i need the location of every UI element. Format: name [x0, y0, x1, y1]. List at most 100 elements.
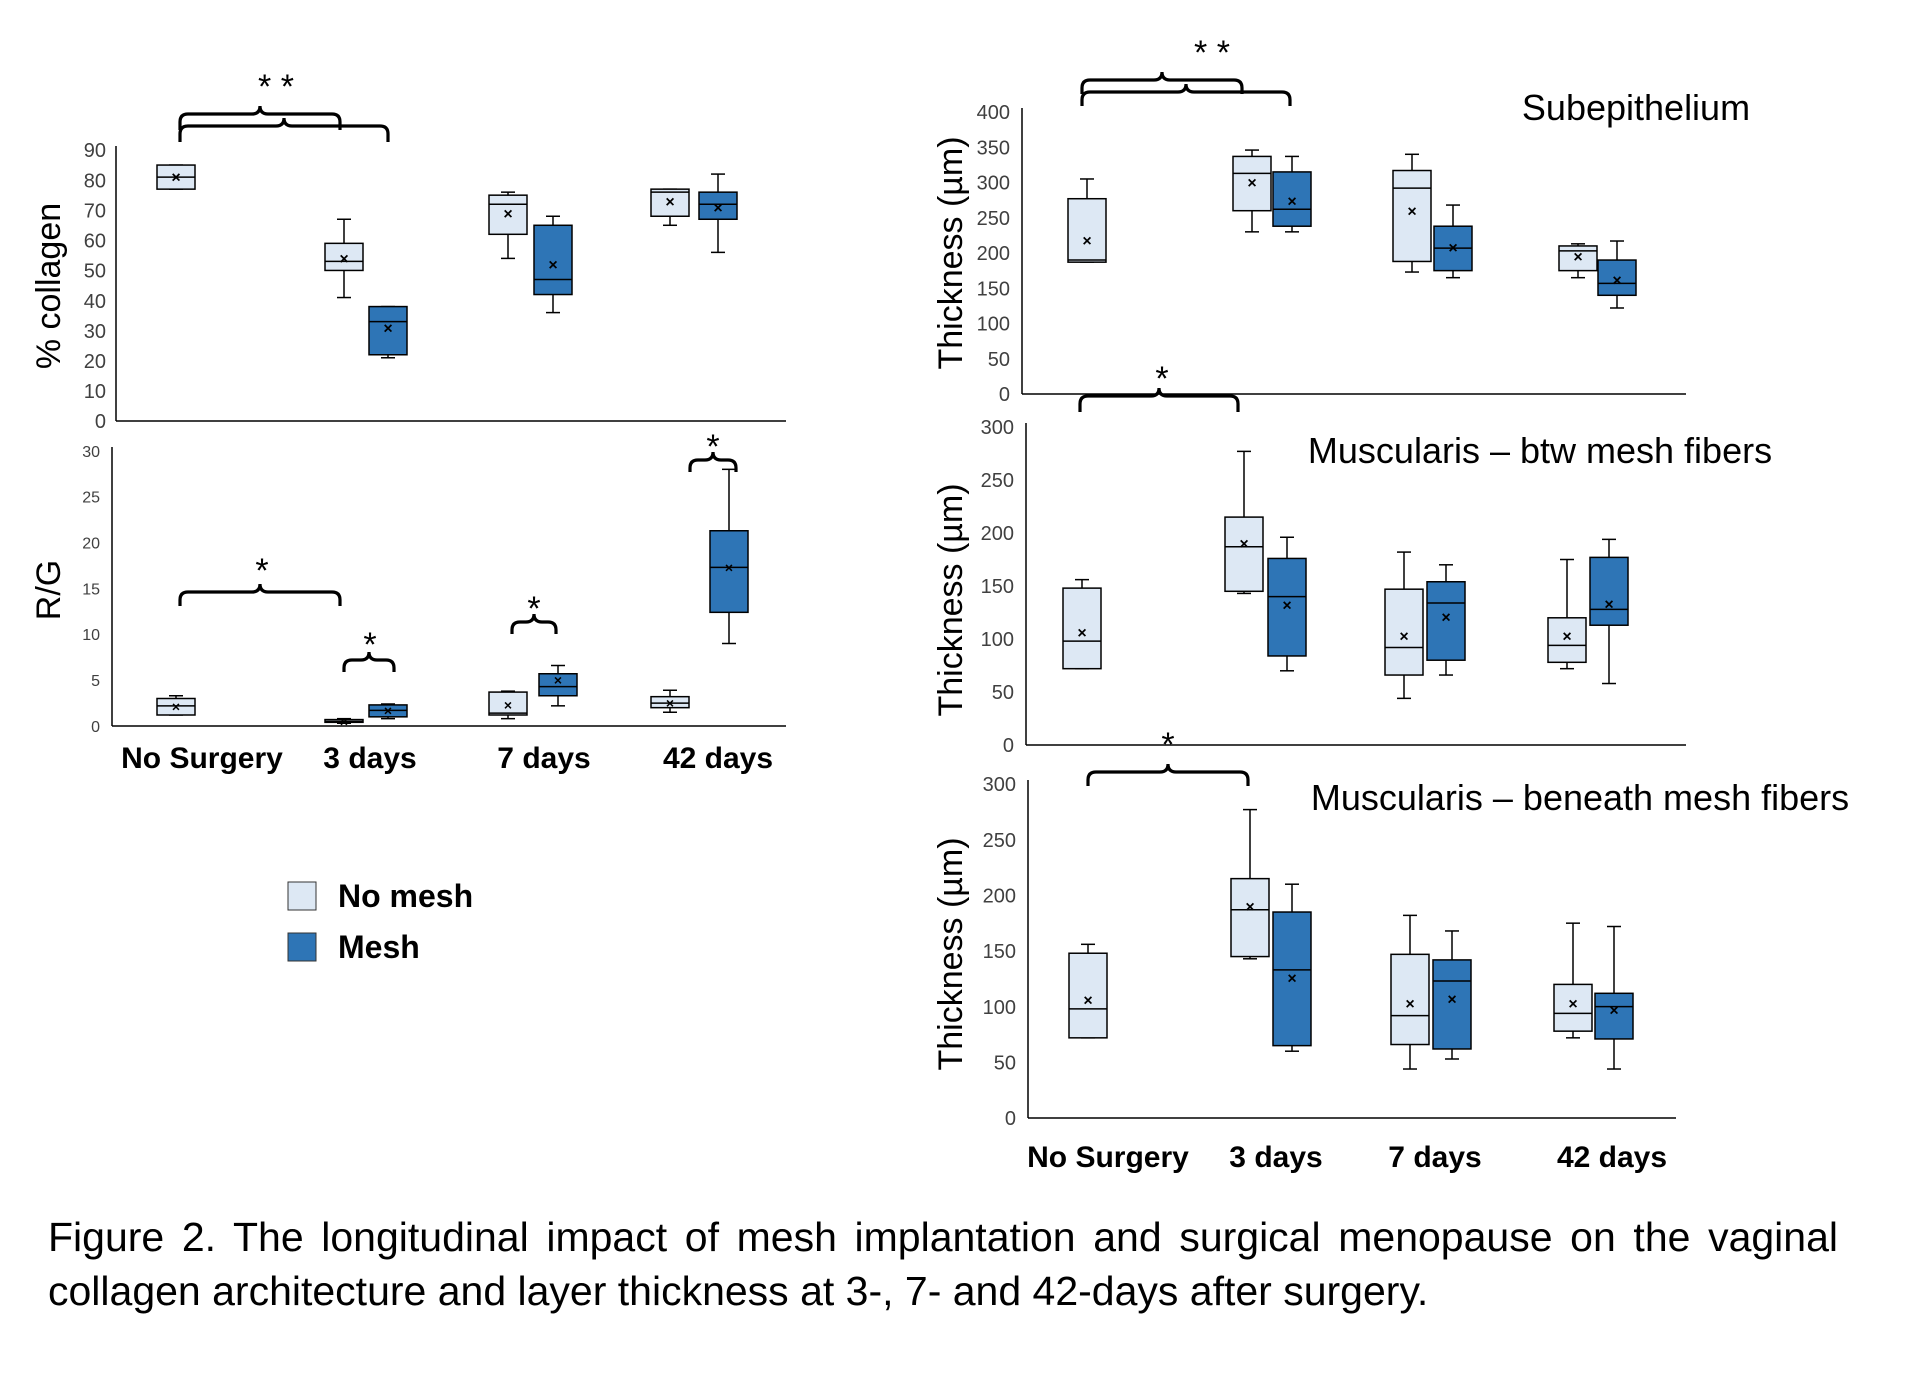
chart-title: Subepithelium [1522, 87, 1750, 128]
mean-marker: × [340, 713, 348, 729]
box-mesh-3-days: × [1272, 883, 1312, 1052]
y-tick-label: 20 [84, 351, 106, 373]
significance-bracket [1080, 71, 1244, 94]
y-axis-label: R/G [30, 560, 68, 620]
y-tick-label: 200 [977, 243, 1010, 265]
mean-marker: × [1612, 272, 1621, 289]
mean-marker: × [1287, 970, 1296, 987]
y-tick-label: 150 [977, 278, 1010, 300]
y-tick-label: 25 [82, 490, 100, 507]
box-mesh-42-days: × [1589, 538, 1629, 685]
mean-marker: × [1282, 598, 1291, 615]
legend-label-no-mesh: No mesh [338, 878, 473, 914]
chart-title: Muscularis – btw mesh fibers [1308, 430, 1772, 471]
y-tick-label: 0 [91, 719, 100, 736]
y-tick-label: 200 [983, 886, 1016, 908]
box-iqr [698, 191, 738, 221]
box-iqr [1068, 952, 1108, 1039]
mean-marker: × [1609, 1003, 1618, 1020]
mean-marker: × [171, 170, 180, 187]
box-no-mesh-7-days: × [1392, 153, 1432, 273]
y-tick-label: 250 [977, 208, 1010, 230]
box-iqr [1230, 877, 1270, 958]
x-tick-label-left: 3 days [323, 742, 416, 775]
box-mesh-3-days: × [1272, 155, 1312, 233]
y-tick-label: 150 [983, 941, 1016, 963]
box-mesh-42-days: × [698, 173, 738, 254]
y-tick-label: 50 [988, 349, 1010, 371]
mean-marker: × [665, 194, 674, 211]
legend-label-mesh: Mesh [338, 929, 420, 965]
y-tick-label: 400 [977, 102, 1010, 124]
mean-marker: × [504, 697, 512, 713]
y-tick-label: 300 [977, 173, 1010, 195]
significance-label: * [1161, 726, 1174, 764]
mean-marker: × [1077, 625, 1086, 642]
mean-marker: × [503, 206, 512, 223]
significance-label: * [255, 552, 268, 590]
mean-marker: × [713, 200, 722, 217]
box-iqr [1384, 588, 1424, 676]
significance-label: * [1155, 360, 1168, 398]
y-tick-label: 0 [95, 411, 106, 433]
mean-marker: × [725, 559, 733, 575]
box-iqr [1594, 992, 1634, 1040]
mean-marker: × [1245, 899, 1254, 916]
box-iqr [533, 224, 573, 296]
y-tick-label: 0 [1005, 1108, 1016, 1130]
box-no-mesh-42-days: × [1558, 243, 1598, 279]
y-axis-label: Thickness (µm) [932, 136, 970, 369]
mean-marker: × [1082, 233, 1091, 250]
chart-musc_btw: 0 50 100 150 200 250 300 Thickness (µm) Muscular… [932, 360, 1772, 757]
box-iqr [1597, 259, 1637, 297]
chart-musc_beneath: 0 50 100 150 200 250 300 Thickness (µm) Muscular… [932, 726, 1849, 1130]
mean-marker: × [1448, 240, 1457, 257]
mean-marker: × [1247, 175, 1256, 192]
mean-marker: × [1604, 597, 1613, 614]
box-iqr [1272, 911, 1312, 1047]
box-iqr [1067, 197, 1107, 263]
box-mesh-7-days: × [538, 664, 578, 707]
box-iqr [1224, 516, 1264, 593]
box-mesh-3-days: × [368, 702, 408, 720]
significance-bracket [178, 583, 342, 606]
box-iqr [1558, 245, 1598, 272]
y-tick-label: 0 [999, 384, 1010, 406]
box-iqr [1232, 155, 1272, 212]
y-tick-label: 90 [84, 140, 106, 162]
mean-marker: × [666, 695, 674, 711]
significance-bracket [510, 613, 558, 634]
box-no-mesh-no-surgery: × [1068, 943, 1108, 1039]
box-no-mesh-3-days: × [1232, 149, 1272, 233]
box-iqr [1392, 169, 1432, 263]
significance-bracket [178, 105, 342, 130]
significance-label: * [363, 626, 376, 664]
mean-marker: × [172, 699, 180, 715]
mean-marker: × [554, 672, 562, 688]
box-iqr [1589, 556, 1629, 626]
box-no-mesh-7-days: × [488, 191, 528, 260]
y-tick-label: 0 [1003, 735, 1014, 757]
y-tick-label: 30 [82, 444, 100, 461]
mean-marker: × [1399, 628, 1408, 645]
y-tick-label: 15 [82, 581, 100, 598]
mean-marker: × [339, 251, 348, 268]
y-tick-label: 150 [981, 576, 1014, 598]
box-iqr [488, 194, 528, 236]
box-iqr [324, 242, 364, 272]
y-axis-label: Thickness (µm) [932, 483, 970, 716]
chart-rg: 0 5 10 15 20 25 30 R/G × × × × × × × * * * * [30, 428, 786, 736]
chart-title: Muscularis – beneath mesh fibers [1311, 777, 1849, 818]
significance-bracket [1086, 763, 1250, 786]
y-tick-label: 5 [91, 673, 100, 690]
x-tick-label-left: 7 days [497, 742, 590, 775]
mean-marker: × [1407, 203, 1416, 220]
box-iqr [709, 530, 749, 614]
y-tick-label: 30 [84, 321, 106, 343]
y-tick-label: 200 [981, 523, 1014, 545]
box-iqr [156, 697, 196, 716]
box-iqr [650, 695, 690, 709]
box-iqr [1426, 581, 1466, 661]
box-no-mesh-3-days: × [1230, 808, 1270, 960]
y-tick-label: 100 [981, 629, 1014, 651]
